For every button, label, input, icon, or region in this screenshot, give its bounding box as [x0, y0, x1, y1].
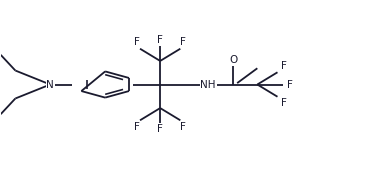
Text: F: F	[287, 80, 293, 90]
Text: F: F	[281, 61, 287, 71]
Text: F: F	[134, 37, 140, 47]
Text: NH: NH	[201, 80, 216, 90]
Text: F: F	[180, 37, 186, 47]
Text: F: F	[281, 99, 287, 108]
Text: O: O	[229, 55, 238, 65]
Text: N: N	[46, 80, 54, 90]
Text: F: F	[134, 122, 140, 132]
Text: F: F	[180, 122, 186, 132]
Text: F: F	[157, 35, 163, 45]
Text: F: F	[157, 124, 163, 134]
